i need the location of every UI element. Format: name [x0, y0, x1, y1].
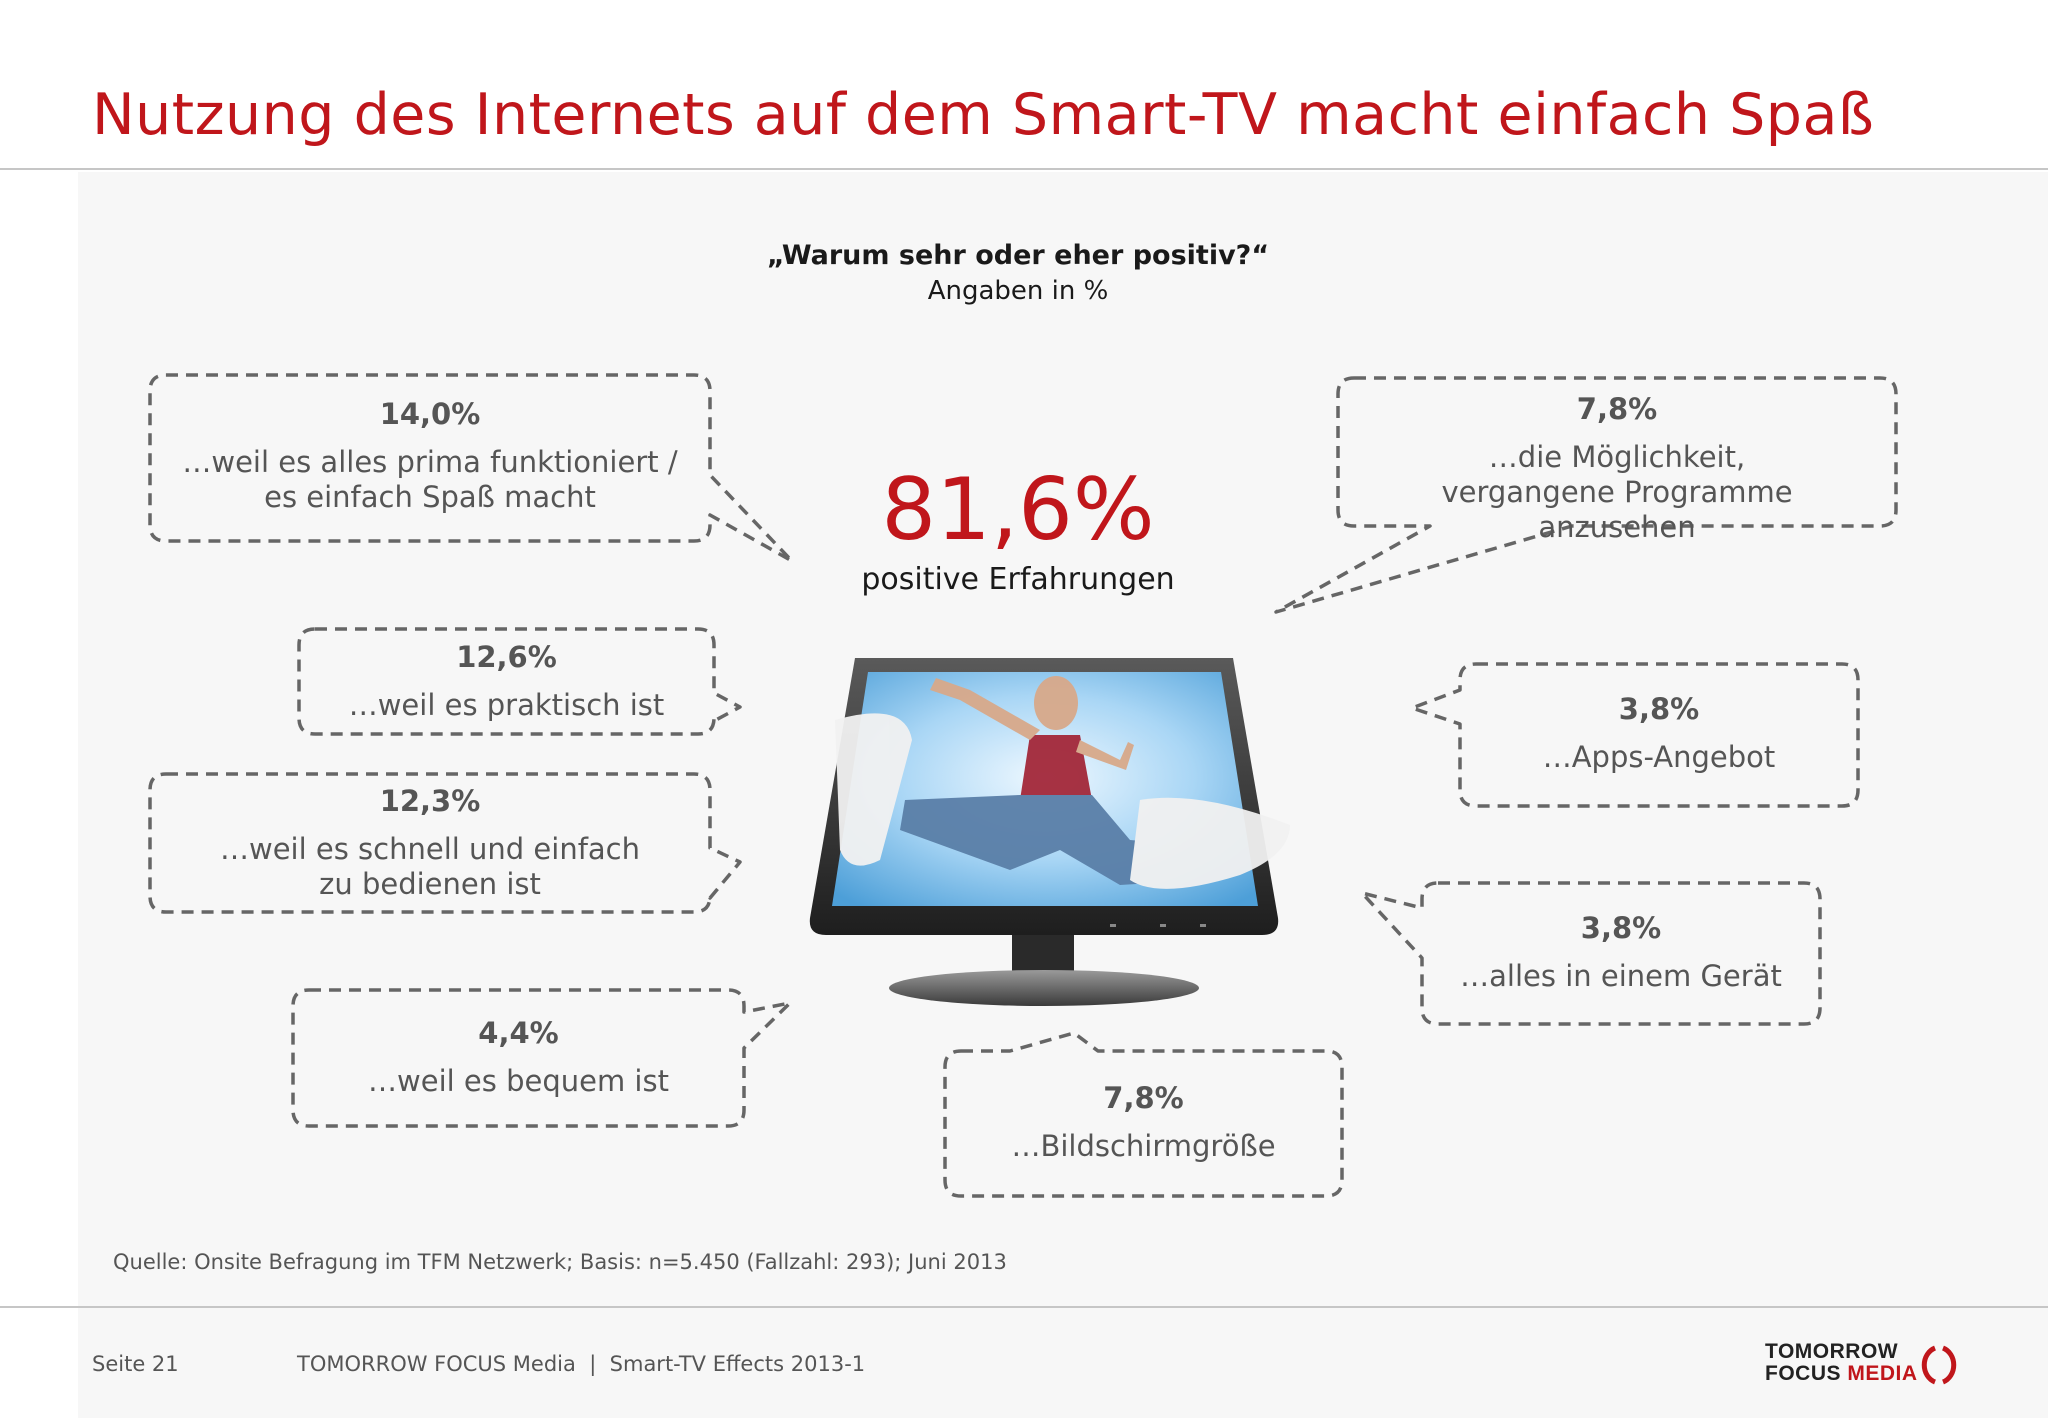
bubble-funktioniert: 14,0% …weil es alles prima funktioniert …: [150, 395, 710, 515]
bubble-value: 3,8%: [1580, 911, 1662, 945]
bubble-outline-5: [1274, 376, 1898, 614]
bubble-text: …alles in einem Gerät: [1460, 959, 1782, 993]
headline-value: 81,6%: [881, 460, 1155, 560]
footer-company: TOMORROW FOCUS Media | Smart-TV Effects …: [297, 1352, 866, 1376]
bubble-outline-4: [291, 988, 792, 1128]
bubble-value: 12,3%: [379, 784, 481, 818]
bubble-outline-6: [1410, 662, 1860, 808]
bubble-praktisch: 12,6% …weil es praktisch ist: [299, 638, 714, 723]
logo-line-1: TOMORROW: [1765, 1340, 1899, 1363]
question-heading: „Warum sehr oder eher positiv?“: [766, 240, 1270, 271]
headline-label: positive Erfahrungen: [861, 562, 1175, 597]
bubble-outline-7: [1360, 881, 1822, 1026]
bubble-vergangene-programme: 7,8% …die Möglichkeit, vergangene Progra…: [1338, 390, 1896, 545]
bubble-text: …weil es schnell und einfach zu bedienen…: [219, 832, 641, 901]
unit-label: Angaben in %: [927, 276, 1109, 306]
bubble-text: …weil es praktisch ist: [348, 688, 665, 722]
bubble-outline-3: [148, 772, 742, 914]
bubble-text: …die Möglichkeit, vergangene Programme a…: [1441, 440, 1793, 544]
bubble-value: 4,4%: [478, 1016, 559, 1050]
bubble-outline-2: [297, 627, 742, 736]
bubble-bildschirmgroesse: 7,8% …Bildschirmgröße: [945, 1079, 1342, 1164]
bubble-value: 3,8%: [1618, 692, 1700, 726]
bubble-outline-1: [148, 373, 794, 563]
footer-divider: [0, 1306, 2048, 1308]
bubble-value: 7,8%: [1103, 1081, 1184, 1115]
bubble-text: …Apps-Angebot: [1542, 740, 1776, 774]
page-title: Nutzung des Internets auf dem Smart-TV m…: [92, 82, 1875, 148]
bubble-bequem: 4,4% …weil es bequem ist: [293, 1014, 744, 1099]
bubble-value: 14,0%: [379, 397, 481, 431]
bubble-outline-8: [943, 1031, 1344, 1198]
bubble-text: …weil es alles prima funktioniert / es e…: [182, 445, 678, 514]
bubble-schnell-einfach: 12,3% …weil es schnell und einfach zu be…: [150, 782, 710, 902]
bubble-apps-angebot: 3,8% …Apps-Angebot: [1460, 690, 1858, 775]
bubble-text: …weil es bequem ist: [368, 1064, 669, 1098]
bubble-alles-in-einem-geraet: 3,8% …alles in einem Gerät: [1422, 909, 1820, 994]
smart-tv-image: [809, 658, 1290, 1006]
logo-focus: FOCUS: [1765, 1362, 1841, 1385]
title-divider: [0, 168, 2048, 170]
company-logo: TOMORROW FOCUS MEDIA: [1765, 1340, 1965, 1390]
page-number: Seite 21: [92, 1352, 179, 1376]
logo-mark-icon: [1921, 1345, 1957, 1385]
logo-media: MEDIA: [1847, 1362, 1918, 1385]
logo-line-2: FOCUS MEDIA: [1765, 1362, 1918, 1386]
bubble-text: …Bildschirmgröße: [1011, 1129, 1276, 1163]
bubble-value: 7,8%: [1576, 392, 1658, 426]
source-note: Quelle: Onsite Befragung im TFM Netzwerk…: [113, 1250, 1007, 1274]
bubble-value: 12,6%: [456, 640, 557, 674]
